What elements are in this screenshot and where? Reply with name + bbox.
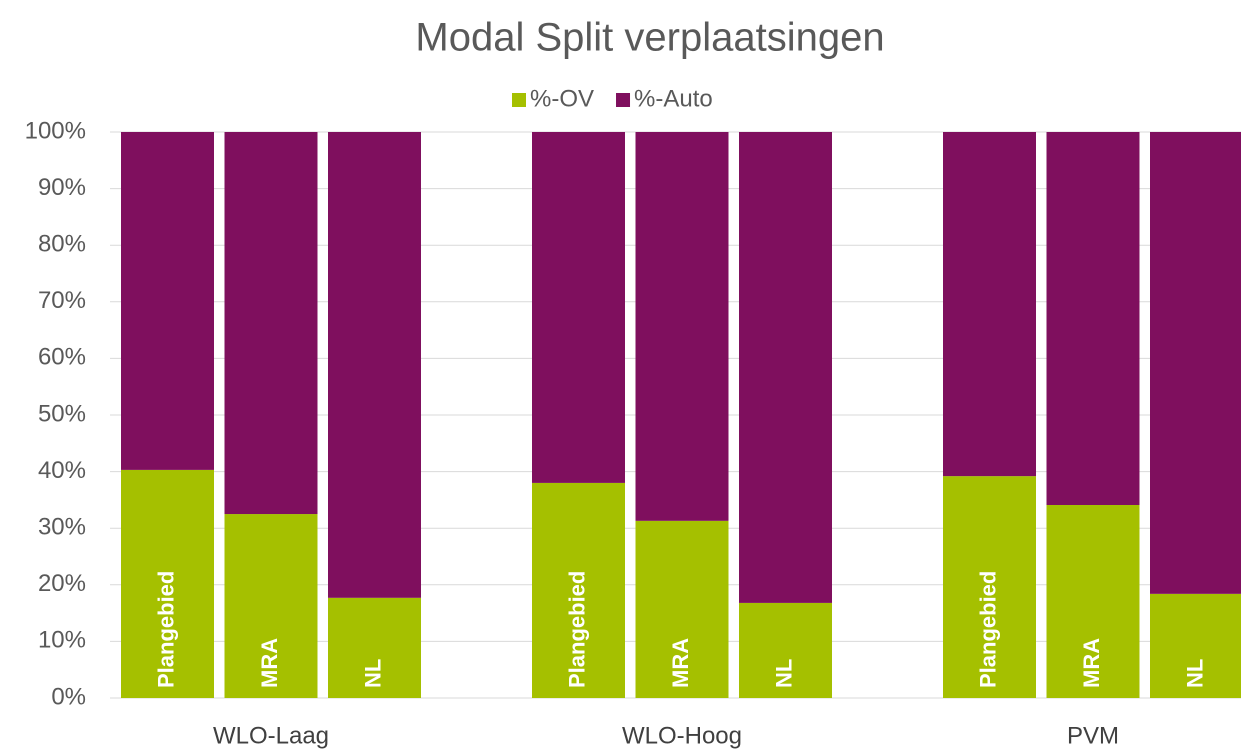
- bar-segment: [1046, 504, 1140, 698]
- bar-segment: [1046, 132, 1140, 505]
- legend-swatch: [512, 93, 526, 107]
- bar-label: NL: [771, 659, 796, 688]
- bar-segment: [943, 476, 1036, 698]
- bar-segment: [739, 602, 832, 698]
- bar-segment: [1150, 593, 1241, 698]
- y-tick-label: 40%: [38, 457, 86, 484]
- bar-segment: [328, 132, 421, 598]
- y-tick-label: 10%: [38, 627, 86, 654]
- bar-segment: [224, 514, 318, 698]
- bar-label: MRA: [668, 638, 693, 688]
- bar-segment: [635, 520, 729, 698]
- x-group-label: WLO-Hoog: [622, 722, 742, 749]
- bar-label: MRA: [1079, 638, 1104, 688]
- bar-segment: [943, 132, 1036, 477]
- bar-label: Plangebied: [564, 571, 589, 688]
- bar-label: MRA: [257, 638, 282, 688]
- bar-segment: [224, 132, 318, 515]
- legend-label: %-OV: [530, 85, 594, 112]
- legend-swatch: [616, 93, 631, 107]
- bar-segment: [121, 132, 214, 470]
- bar-label: NL: [360, 659, 385, 688]
- bar-segment: [532, 132, 625, 483]
- y-tick-label: 80%: [38, 231, 86, 258]
- y-tick-label: 90%: [38, 174, 86, 201]
- y-tick-label: 70%: [38, 287, 86, 314]
- bar-label: NL: [1182, 659, 1207, 688]
- bar-segment: [328, 597, 421, 698]
- x-group-label: PVM: [1067, 722, 1119, 749]
- y-tick-label: 50%: [38, 400, 86, 427]
- y-tick-label: 0%: [51, 683, 86, 710]
- bar-segment: [121, 469, 214, 698]
- bar-label: Plangebied: [975, 571, 1000, 688]
- bar-label: Plangebied: [153, 571, 178, 688]
- y-tick-label: 30%: [38, 514, 86, 541]
- bar-segment: [532, 482, 625, 698]
- legend-label: %-Auto: [634, 85, 713, 112]
- bar-segment: [1150, 132, 1241, 594]
- y-tick-label: 60%: [38, 344, 86, 371]
- y-tick-label: 20%: [38, 570, 86, 597]
- bar-segment: [739, 132, 832, 603]
- x-group-label: WLO-Laag: [213, 722, 329, 749]
- chart-title: Modal Split verplaatsingen: [415, 16, 884, 60]
- bar-segment: [635, 132, 729, 521]
- y-tick-label: 100%: [25, 117, 86, 144]
